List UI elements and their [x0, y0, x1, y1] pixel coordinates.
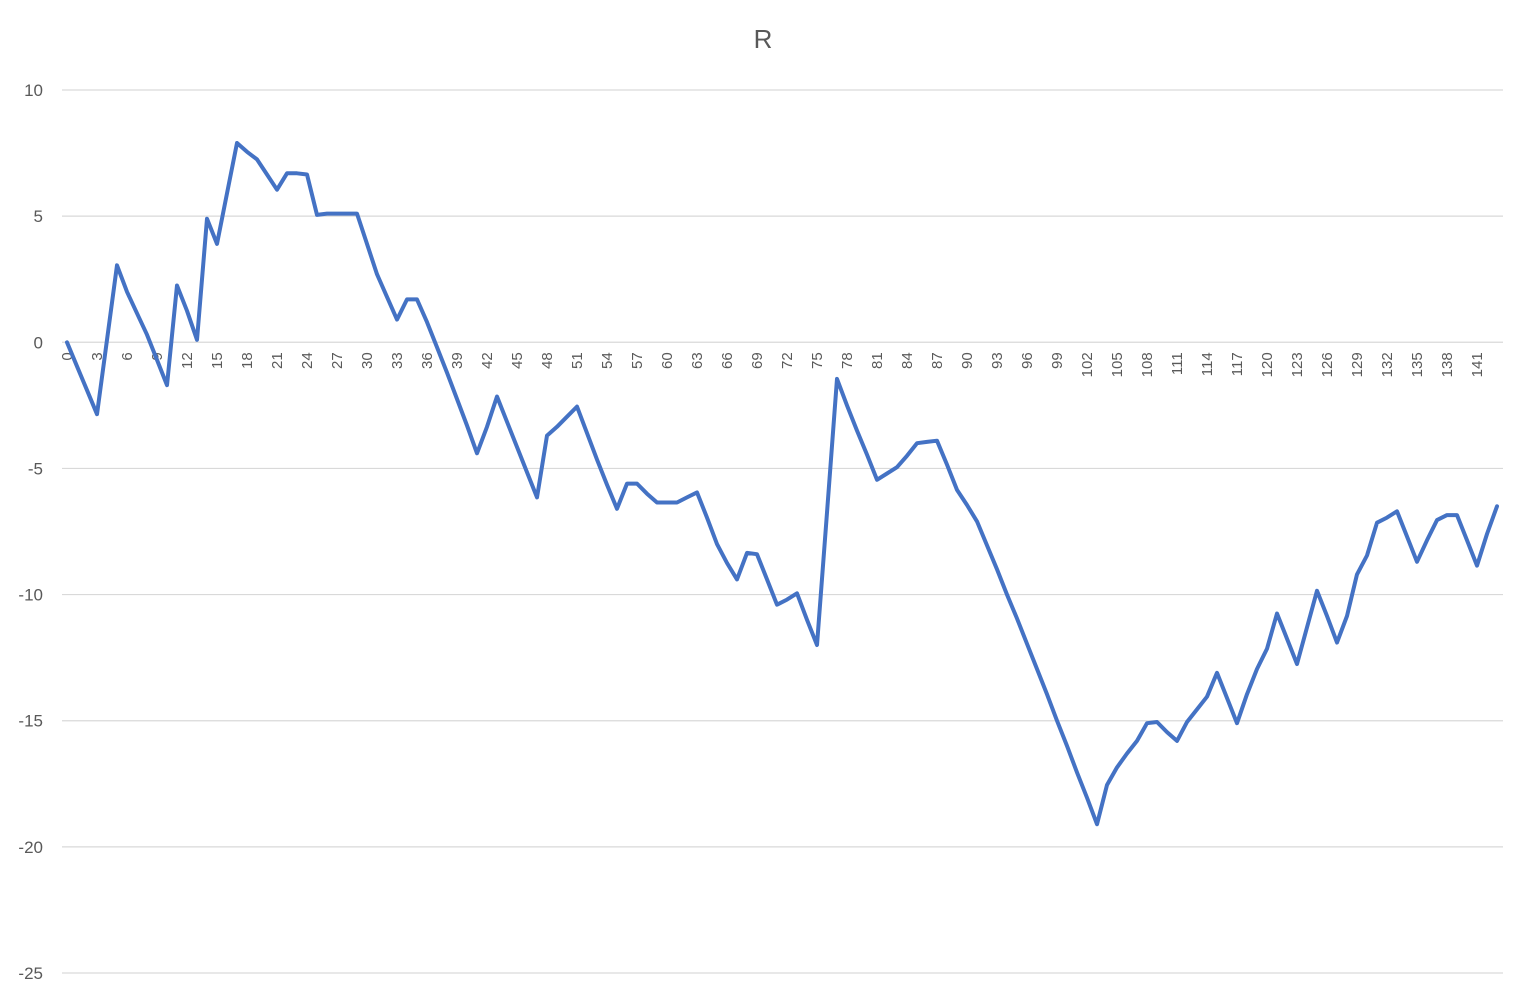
x-tick-label: 18 — [239, 352, 256, 369]
x-tick-label: 27 — [329, 352, 346, 369]
x-tick-label: 117 — [1229, 352, 1246, 376]
y-tick-label: 0 — [34, 333, 43, 352]
x-tick-label: 84 — [899, 352, 916, 369]
x-tick-label: 114 — [1199, 352, 1216, 376]
x-tick-label: 21 — [269, 352, 286, 369]
x-tick-label: 33 — [389, 352, 406, 369]
x-tick-label: 111 — [1169, 352, 1186, 375]
y-tick-label: 5 — [34, 207, 43, 226]
x-tick-label: 63 — [689, 352, 706, 369]
x-tick-label: 102 — [1079, 352, 1096, 377]
y-tick-label: 10 — [24, 81, 43, 100]
x-tick-label: 0 — [59, 352, 76, 360]
x-tick-label: 3 — [89, 352, 106, 360]
x-tick-label: 15 — [209, 352, 226, 369]
series-line — [65, 141, 1499, 827]
x-tick-label: 24 — [299, 352, 316, 369]
x-tick-label: 141 — [1469, 352, 1486, 377]
x-tick-label: 126 — [1319, 352, 1336, 377]
x-tick-label: 99 — [1049, 352, 1066, 369]
chart-title: R — [754, 24, 773, 54]
x-tick-label: 135 — [1409, 352, 1426, 377]
x-tick-label: 66 — [719, 352, 736, 369]
gridlines — [62, 89, 1503, 974]
y-tick-label: -25 — [18, 964, 43, 983]
x-tick-label: 87 — [929, 352, 946, 369]
x-tick-label: 30 — [359, 352, 376, 369]
x-tick-label: 54 — [599, 352, 616, 369]
x-tick-label: 120 — [1259, 352, 1276, 377]
x-tick-label: 42 — [479, 352, 496, 369]
x-tick-label: 129 — [1349, 352, 1366, 377]
x-tick-label: 60 — [659, 352, 676, 369]
x-tick-label: 51 — [569, 352, 586, 369]
x-tick-label: 96 — [1019, 352, 1036, 369]
x-tick-label: 90 — [959, 352, 976, 369]
x-tick-label: 72 — [779, 352, 796, 369]
x-tick-label: 93 — [989, 352, 1006, 369]
x-tick-label: 138 — [1439, 352, 1456, 377]
y-tick-label: -20 — [18, 838, 43, 857]
x-tick-label: 123 — [1289, 352, 1306, 377]
x-tick-label: 12 — [179, 352, 196, 369]
x-tick-label: 6 — [119, 352, 136, 360]
x-tick-label: 36 — [419, 352, 436, 369]
x-tick-label: 78 — [839, 352, 856, 369]
y-tick-label: -5 — [28, 459, 43, 478]
x-tick-label: 69 — [749, 352, 766, 369]
x-tick-label: 39 — [449, 352, 466, 369]
y-axis-tick-labels: 10 5 0 -5 -10 -15 -20 -25 — [18, 81, 43, 983]
y-tick-label: -15 — [18, 712, 43, 731]
x-tick-label: 108 — [1139, 352, 1156, 377]
x-tick-label: 132 — [1379, 352, 1396, 377]
x-tick-label: 105 — [1109, 352, 1126, 377]
y-tick-label: -10 — [18, 586, 43, 605]
x-tick-label: 81 — [869, 352, 886, 369]
x-tick-label: 75 — [809, 352, 826, 369]
x-tick-label: 48 — [539, 352, 556, 369]
x-tick-label: 57 — [629, 352, 646, 369]
series-layer — [65, 141, 1499, 827]
x-tick-label: 45 — [509, 352, 526, 369]
